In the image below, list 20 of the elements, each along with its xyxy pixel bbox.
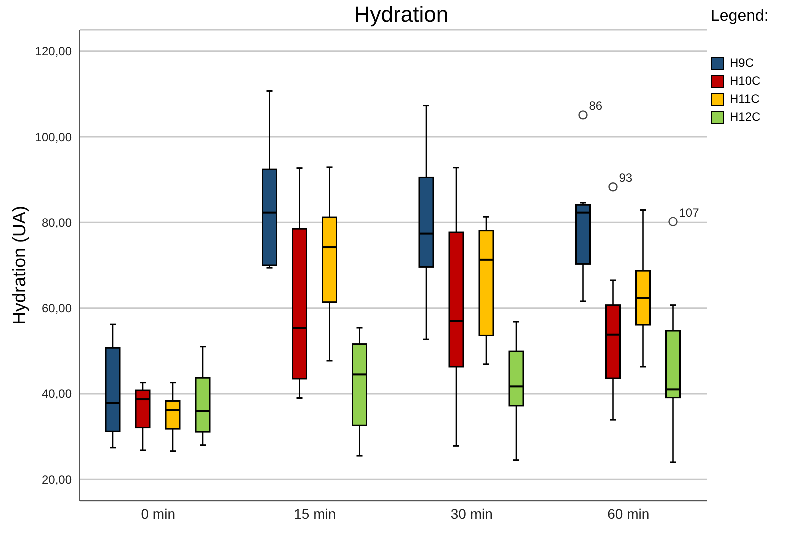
- y-tick-label: 40,00: [42, 387, 72, 402]
- y-tick-label: 120,00: [35, 44, 72, 59]
- chart-title: Hydration: [354, 2, 449, 27]
- legend-title: Legend:: [711, 8, 770, 26]
- annotation: 107: [679, 206, 700, 220]
- annotation: 86: [589, 99, 603, 114]
- x-tick-label: 60 min: [608, 506, 650, 522]
- y-tick-label: 60,00: [42, 302, 72, 316]
- y-tick-label: 80,00: [42, 216, 72, 230]
- y-tick-label: 20,00: [42, 472, 72, 487]
- legend-label: H11C: [729, 92, 761, 106]
- annotation: 93: [619, 171, 633, 186]
- x-tick-label: 15 min: [294, 506, 336, 522]
- y-axis-title: Hydration (UA): [9, 206, 30, 326]
- legend-label: H10C: [729, 74, 762, 88]
- y-tick-label: 100,00: [35, 130, 72, 144]
- legend-label: H12C: [729, 110, 762, 124]
- x-tick-label: 30 min: [450, 506, 493, 522]
- legend-label: H9C: [729, 56, 756, 70]
- x-tick-label: 0 min: [141, 506, 176, 522]
